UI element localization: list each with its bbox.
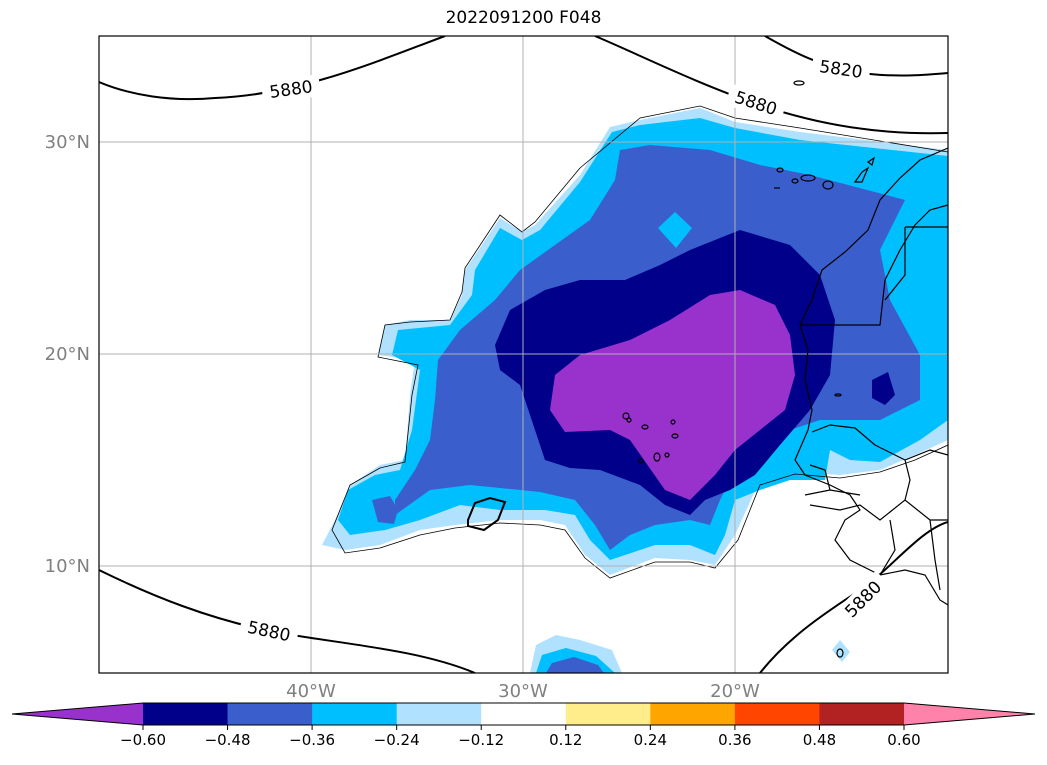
colorbar-tick-label: 0.36 — [718, 731, 751, 749]
anomaly-fill-south-royal — [546, 657, 604, 673]
lon-label: 30°W — [498, 681, 548, 702]
colorbar-tick-label: −0.60 — [120, 731, 166, 749]
map-title: 2022091200 F048 — [445, 8, 602, 28]
colorbar-segment — [143, 703, 229, 725]
colorbar-segment — [227, 703, 313, 725]
colorbar-segment — [396, 703, 482, 725]
colorbar-tick-label: −0.12 — [458, 731, 504, 749]
anomaly-fill-small-west — [372, 496, 398, 524]
islands — [622, 80, 876, 658]
colorbar-segment — [819, 703, 905, 725]
colorbar-segment — [312, 703, 398, 725]
anomaly-fill-small-ne — [658, 212, 692, 248]
contour-label: 5880 — [246, 618, 292, 647]
colorbar-tick-label: 0.24 — [634, 731, 667, 749]
contour-label: 5880 — [732, 88, 779, 120]
anomaly-fill-small-se — [832, 640, 850, 662]
colorbar-extend-min — [12, 703, 143, 725]
anomaly-fill-small-east — [872, 372, 895, 405]
anomaly-boundary — [331, 105, 948, 579]
colorbar-segment — [650, 703, 736, 725]
colorbar-tick-label: 0.60 — [887, 731, 920, 749]
colorbar-segment — [734, 703, 820, 725]
lon-label: 40°W — [286, 681, 336, 702]
contour-label-masks — [238, 54, 892, 648]
lat-label: 20°N — [45, 344, 90, 365]
lon-labels: 40°W 30°W 20°W — [286, 681, 760, 702]
map-plot-area: 5880 5880 5820 5880 5880 — [99, 36, 948, 673]
colorbar: −0.60 −0.48 −0.36 −0.24 −0.12 0.12 0.24 0.36 0.4… — [11, 702, 1036, 749]
map-frame — [98, 35, 949, 674]
colorbar-tick-label: −0.24 — [374, 731, 420, 749]
colorbar-segment — [481, 703, 567, 725]
colorbar-segment — [565, 703, 651, 725]
lat-label: 30°N — [45, 132, 90, 153]
colorbar-tick-label: −0.36 — [289, 731, 335, 749]
lat-label: 10°N — [45, 556, 90, 577]
map-gridlines — [99, 36, 948, 673]
anomaly-fill-purple — [550, 290, 795, 500]
colorbar-tick-label: −0.48 — [205, 731, 251, 749]
lat-labels: 30°N 20°N 10°N — [45, 132, 90, 577]
lon-label: 20°W — [710, 681, 760, 702]
colorbar-extend-max — [904, 703, 1035, 725]
colorbar-tick-label: 0.12 — [549, 731, 582, 749]
colorbar-tick-label: 0.48 — [803, 731, 836, 749]
